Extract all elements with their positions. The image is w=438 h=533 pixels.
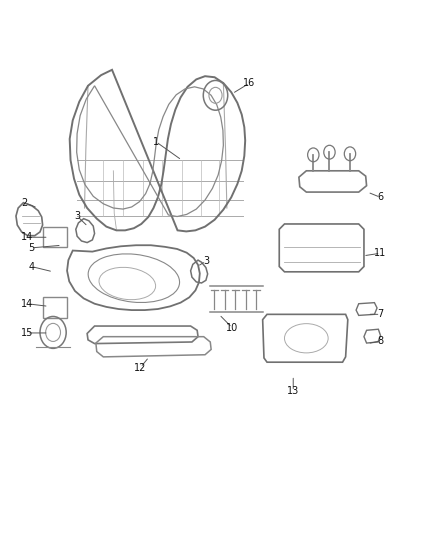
Text: 14: 14 bbox=[21, 298, 33, 309]
Text: 5: 5 bbox=[28, 243, 34, 253]
Text: 15: 15 bbox=[21, 328, 33, 338]
Text: 3: 3 bbox=[203, 256, 209, 266]
Text: 3: 3 bbox=[74, 211, 80, 221]
Text: 1: 1 bbox=[152, 136, 159, 147]
Text: 11: 11 bbox=[374, 248, 387, 258]
Text: 4: 4 bbox=[28, 262, 34, 271]
Text: 6: 6 bbox=[378, 192, 384, 203]
Text: 16: 16 bbox=[244, 78, 256, 88]
Bar bbox=[43, 297, 67, 318]
Text: 10: 10 bbox=[226, 322, 238, 333]
Text: 2: 2 bbox=[21, 198, 28, 208]
Text: 8: 8 bbox=[378, 336, 384, 346]
Text: 14: 14 bbox=[21, 232, 33, 243]
Text: 7: 7 bbox=[378, 309, 384, 319]
Bar bbox=[43, 227, 67, 247]
Text: 13: 13 bbox=[287, 386, 299, 397]
Text: 12: 12 bbox=[134, 362, 147, 373]
